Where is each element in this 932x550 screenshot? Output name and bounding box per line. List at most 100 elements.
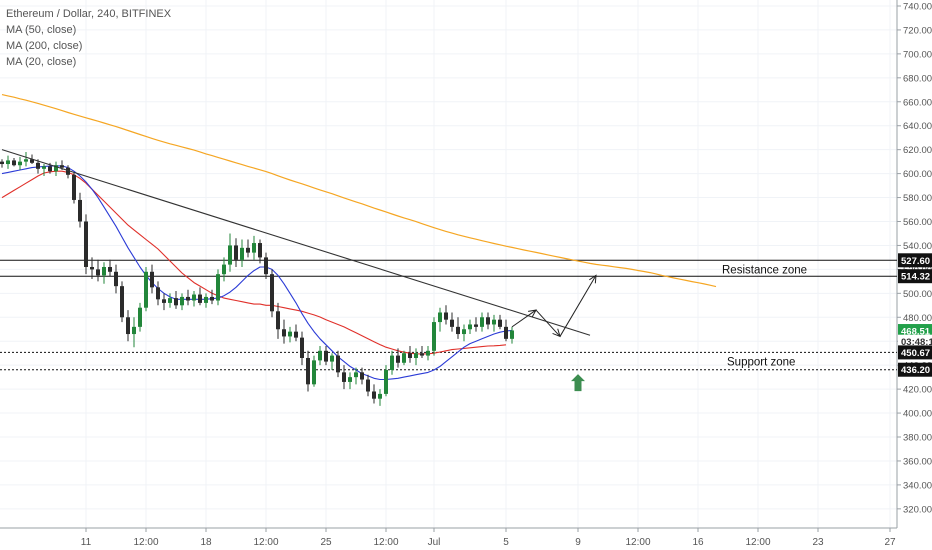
candle-body[interactable] [168,298,172,303]
candle-body[interactable] [0,161,4,165]
candle-body[interactable] [84,221,88,267]
candle-body[interactable] [444,312,448,320]
candle-body[interactable] [360,372,364,380]
candle-body[interactable] [324,350,328,362]
candle-body[interactable] [216,274,220,301]
candle-body[interactable] [468,324,472,330]
candle-body[interactable] [378,393,382,399]
candle-body[interactable] [180,296,184,306]
ma20-line[interactable] [1,165,513,381]
candle-body[interactable] [108,266,112,272]
candle-body[interactable] [258,243,262,258]
candle-body[interactable] [348,377,352,382]
candle-body[interactable] [36,162,40,169]
candle-body[interactable] [420,353,424,356]
candle-body[interactable] [330,355,334,362]
candle-body[interactable] [450,319,454,327]
candle-body[interactable] [492,319,496,325]
candle-body[interactable] [426,350,430,356]
candle-body[interactable] [438,312,442,323]
legend-symbol[interactable]: Ethereum / Dollar, 240, BITFINEX [6,8,172,20]
candle-body[interactable] [462,329,466,335]
candle-body[interactable] [414,353,418,358]
candle-body[interactable] [138,307,142,327]
candle-body[interactable] [264,257,268,275]
candle-body[interactable] [144,271,148,308]
candle-body[interactable] [66,167,70,175]
candle-body[interactable] [282,329,286,337]
candle-body[interactable] [318,350,322,361]
candle-body[interactable] [78,199,82,222]
candle-body[interactable] [150,271,154,288]
candle-body[interactable] [174,298,178,306]
candle-body[interactable] [42,166,46,169]
ma200-line[interactable] [1,94,717,288]
candle-body[interactable] [498,319,502,327]
candle-body[interactable] [102,266,106,276]
candle-body[interactable] [198,294,202,303]
candle-body[interactable] [432,322,436,351]
up-arrow-icon[interactable] [571,374,585,392]
candle-body[interactable] [156,287,160,300]
candle-body[interactable] [60,165,64,168]
candle-body[interactable] [300,337,304,358]
candle-body[interactable] [204,296,208,303]
candle-body[interactable] [114,271,118,287]
candle-body[interactable] [312,360,316,385]
candle-body[interactable] [504,326,508,339]
candle-body[interactable] [246,247,250,253]
candle-body[interactable] [132,326,136,335]
candle-body[interactable] [12,160,16,166]
candle-body[interactable] [486,317,490,325]
candle-body[interactable] [30,159,34,163]
ma50-line[interactable] [1,170,507,355]
candle-body[interactable] [390,355,394,370]
candle-body[interactable] [210,296,214,301]
legend-ma200[interactable]: MA (200, close) [6,40,83,52]
legend-ma50[interactable]: MA (50, close) [6,24,77,36]
candle-body[interactable] [72,174,76,200]
candle-body[interactable] [90,266,94,270]
candle-body[interactable] [456,326,460,335]
candle-body[interactable] [288,331,292,337]
candle-body[interactable] [228,245,232,265]
candle-body[interactable] [306,357,310,385]
candle-body[interactable] [372,391,376,399]
candle-body[interactable] [6,160,10,165]
candle-body[interactable] [240,247,244,260]
candle-body[interactable] [234,245,238,260]
candle-body[interactable] [294,331,298,338]
forecast-path-segment[interactable] [535,309,561,337]
candle-body[interactable] [252,243,256,253]
candle-body[interactable] [408,353,412,358]
candle-body[interactable] [480,317,484,327]
candle-body[interactable] [48,166,52,172]
candle-body[interactable] [276,311,280,330]
trendline[interactable] [1,149,591,336]
candle-body[interactable] [366,379,370,392]
candle-body[interactable] [222,264,226,275]
candle-body[interactable] [120,286,124,318]
candle-body[interactable] [396,355,400,363]
candle-body[interactable] [342,372,346,382]
candle-body[interactable] [126,317,130,335]
candle-body[interactable] [270,274,274,312]
candle-body[interactable] [24,159,28,162]
candle-body[interactable] [162,299,166,303]
candle-body[interactable] [186,296,190,301]
candle-body[interactable] [192,294,196,301]
forecast-path-segment[interactable] [559,275,597,337]
candle-body[interactable] [18,161,22,166]
legend-ma20[interactable]: MA (20, close) [6,56,77,68]
candle-body[interactable] [54,165,58,172]
candle-body[interactable] [510,330,514,339]
candle-body[interactable] [474,324,478,327]
candle-body[interactable] [354,372,358,378]
candle-body[interactable] [402,353,406,363]
candle-body[interactable] [336,355,340,373]
candle-body[interactable] [384,369,388,394]
forecast-path-segment[interactable] [511,309,537,328]
candle-body[interactable] [96,269,100,276]
